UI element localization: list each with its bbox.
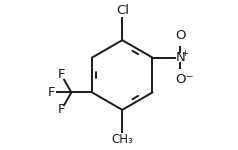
Text: −: −: [185, 71, 193, 80]
Text: F: F: [48, 86, 55, 99]
Text: N: N: [175, 51, 185, 64]
Text: Cl: Cl: [116, 4, 129, 17]
Text: F: F: [58, 69, 65, 81]
Text: +: +: [181, 48, 188, 57]
Text: O: O: [175, 29, 185, 42]
Text: CH₃: CH₃: [111, 133, 133, 146]
Text: O: O: [175, 73, 185, 86]
Text: F: F: [58, 103, 65, 116]
